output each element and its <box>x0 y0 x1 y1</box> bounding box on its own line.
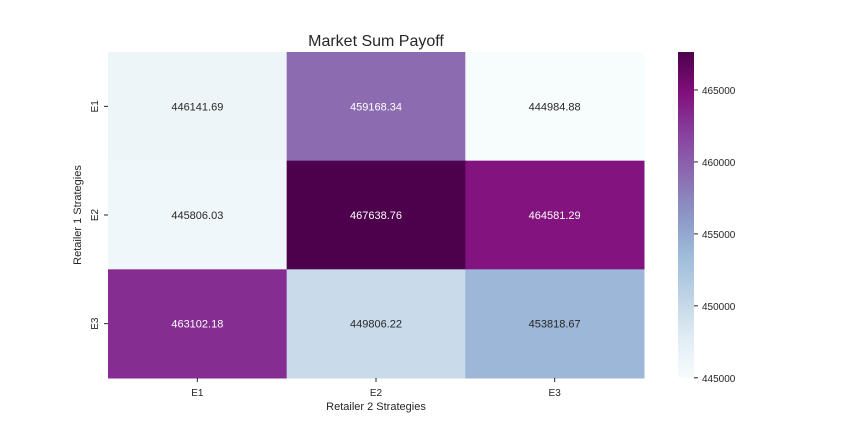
colorbar-tick-label: 465000 <box>702 86 736 97</box>
heatmap-cell <box>286 160 466 270</box>
heatmap-cell <box>286 52 466 162</box>
y-tick-label: E1 <box>90 100 101 113</box>
heatmap-cell <box>465 52 645 162</box>
heatmap-cell <box>465 160 645 270</box>
heatmap-cells <box>108 52 645 379</box>
heatmap-cell <box>286 269 466 379</box>
cell-value-label: 463102.18 <box>171 319 223 331</box>
cell-value-label: 449806.22 <box>350 319 402 331</box>
y-tick-label: E3 <box>90 317 101 330</box>
cell-value-labels: 446141.69 459168.34 444984.88 445806.03 4676… <box>171 101 580 330</box>
colorbar-tick-label: 455000 <box>702 230 736 241</box>
y-tick-label: E2 <box>90 208 101 221</box>
colorbar-tick-label: 460000 <box>702 158 736 169</box>
y-axis-ticks: E1 E2 E3 <box>90 100 108 330</box>
heatmap-cell <box>108 52 288 162</box>
cell-value-label: 444984.88 <box>529 101 581 113</box>
x-tick-label: E2 <box>370 388 383 399</box>
x-axis-ticks: E1 E2 E3 <box>191 378 561 399</box>
heatmap-cell <box>465 269 645 379</box>
heatmap-cell <box>108 269 288 379</box>
colorbar-tick-label: 450000 <box>702 302 736 313</box>
colorbar <box>678 52 694 378</box>
x-tick-label: E1 <box>191 388 204 399</box>
cell-value-label: 446141.69 <box>171 101 223 113</box>
cell-value-label: 445806.03 <box>171 210 223 222</box>
cell-value-label: 459168.34 <box>350 101 402 113</box>
x-axis-label: Retailer 2 Strategies <box>326 401 426 413</box>
colorbar-tick-label: 445000 <box>702 374 736 385</box>
cell-value-label: 467638.76 <box>350 210 402 222</box>
heatmap-cell <box>108 160 288 270</box>
y-axis-label: Retailer 1 Strategies <box>72 165 84 265</box>
cell-value-label: 453818.67 <box>529 319 581 331</box>
colorbar-ticks: 445000 450000 455000 460000 465000 <box>694 86 736 385</box>
chart-title: Market Sum Payoff <box>308 33 444 50</box>
cell-value-label: 464581.29 <box>529 210 581 222</box>
x-tick-label: E3 <box>549 388 562 399</box>
